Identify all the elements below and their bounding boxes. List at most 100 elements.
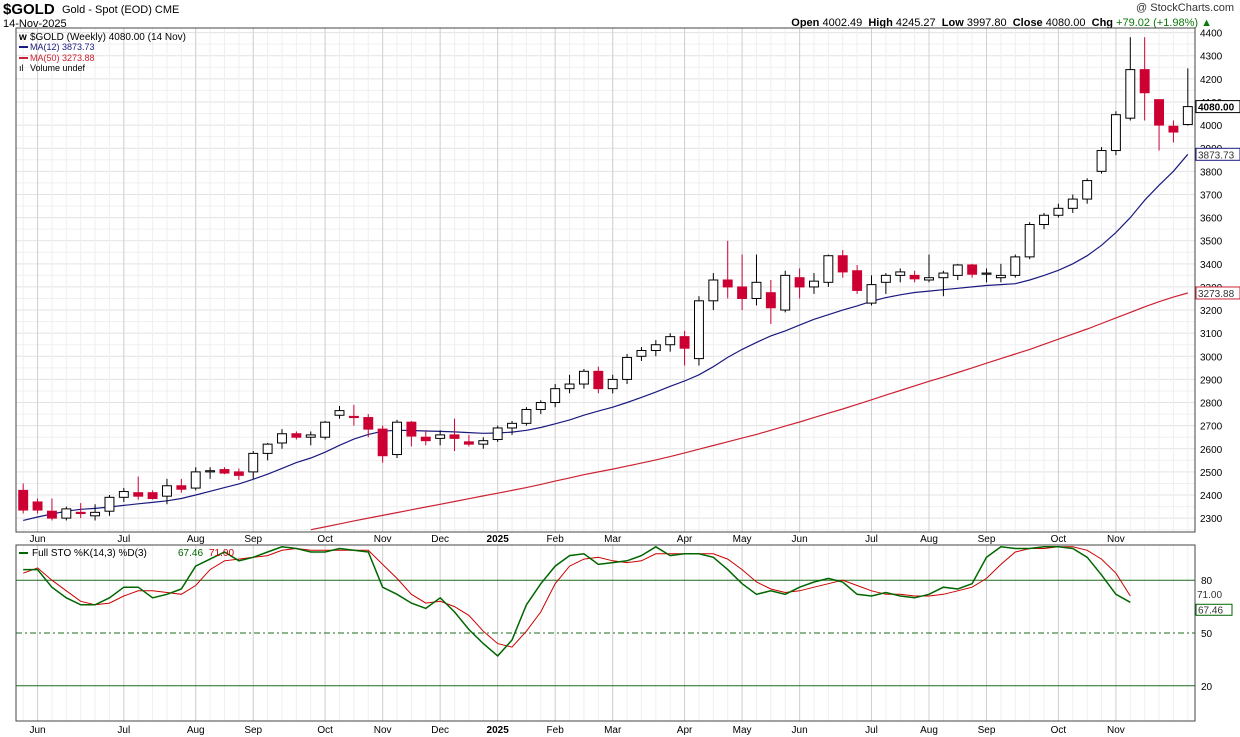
candle-body — [190, 471, 201, 489]
high-value: 4245.27 — [895, 17, 936, 29]
candle-body — [291, 433, 302, 438]
candle-body — [133, 492, 144, 497]
candle-body — [392, 421, 402, 456]
candle — [334, 406, 345, 419]
x-tick-label: Jul — [865, 534, 878, 545]
candle — [938, 270, 949, 297]
candle — [823, 254, 834, 287]
candle-body — [535, 402, 546, 410]
candle — [406, 421, 417, 447]
candle-body — [1024, 224, 1035, 258]
candle — [1139, 37, 1150, 121]
candle — [952, 263, 963, 280]
candle-body — [1082, 180, 1093, 200]
candle-body — [277, 433, 287, 444]
candle — [1053, 203, 1064, 218]
candle — [104, 495, 115, 516]
candle — [463, 434, 474, 447]
candle-body — [449, 434, 460, 439]
candle-body — [1039, 214, 1049, 226]
candle — [650, 340, 661, 357]
candle — [118, 488, 129, 502]
candle-body — [1110, 114, 1121, 152]
candle — [262, 442, 273, 461]
candle-body — [895, 271, 906, 276]
sto-d-line — [23, 546, 1131, 648]
candle-body — [938, 272, 949, 279]
candle-body — [406, 421, 417, 437]
price-tick-label: 3100 — [1200, 329, 1223, 340]
candle-body — [708, 279, 719, 302]
candle-body — [348, 415, 359, 419]
x-tick-label: Feb — [547, 534, 565, 545]
candle-body — [823, 255, 834, 283]
candle — [248, 451, 259, 479]
candle-body — [952, 264, 963, 276]
candle-body — [665, 336, 676, 346]
candle-body — [852, 270, 863, 291]
candle — [636, 347, 647, 361]
candle-body — [967, 264, 978, 275]
x-tick-label: Oct — [1051, 725, 1067, 736]
x-tick-label: Dec — [431, 534, 449, 545]
candle-body — [492, 427, 503, 441]
low-label: Low — [941, 17, 964, 29]
sto-k-tag: 67.46 — [1198, 605, 1223, 616]
x-tick-label: Sep — [244, 534, 262, 545]
legend-ma12: MA(12) 3873.73 — [30, 42, 95, 52]
symbol-description: Gold - Spot (EOD) CME — [62, 4, 180, 16]
candle — [18, 483, 29, 514]
x-tick-label: May — [733, 725, 752, 736]
candle-body — [650, 344, 661, 352]
sto-legend-k: 67.46 — [178, 548, 203, 559]
candle — [852, 264, 863, 294]
candle-body — [420, 436, 431, 442]
candle — [377, 425, 388, 463]
candle-body — [1139, 69, 1150, 94]
x-tick-label: Aug — [187, 534, 205, 545]
candle — [277, 429, 287, 449]
candle — [305, 431, 316, 446]
x-tick-label: Jun — [792, 725, 808, 736]
x-tick-label: Sep — [978, 725, 996, 736]
candle — [679, 330, 690, 366]
candle-body — [205, 470, 216, 473]
legend-volume: Volume undef — [30, 63, 86, 73]
price-grid — [16, 28, 1195, 532]
x-tick-label: Mar — [604, 534, 622, 545]
candle-body — [463, 441, 474, 445]
candle-body — [75, 511, 86, 515]
candle-body — [32, 501, 43, 511]
candle-body — [1182, 106, 1193, 126]
x-tick-label: Apr — [677, 725, 693, 736]
x-tick-label: Sep — [978, 534, 996, 545]
price-tick-label: 2500 — [1200, 468, 1223, 479]
candle — [809, 273, 819, 294]
sto-panel-border — [15, 544, 1196, 722]
price-panel-border — [15, 27, 1196, 533]
candle-body — [809, 280, 819, 288]
sto-lines — [23, 545, 1131, 657]
candle — [924, 254, 934, 283]
candle-body — [679, 336, 690, 349]
candle-body — [694, 300, 704, 360]
x-tick-label: May — [733, 534, 752, 545]
candle — [622, 353, 633, 385]
candle-body — [46, 510, 57, 519]
legend-price: $GOLD (Weekly) 4080.00 (14 Nov) — [30, 32, 186, 43]
x-tick-label: Nov — [1107, 725, 1125, 736]
candle-body — [564, 383, 575, 390]
sto-legend-d: 71.00 — [209, 548, 234, 559]
last-price-tag: 4080.00 — [1198, 103, 1235, 114]
price-tick-label: 2400 — [1200, 491, 1223, 502]
candle-body — [1096, 150, 1107, 172]
candle — [967, 263, 978, 278]
sto-d-tag: 71.00 — [1197, 590, 1222, 601]
candle — [176, 478, 187, 493]
candle — [1010, 254, 1021, 278]
candle-body — [233, 471, 244, 476]
sto-k-tag-box — [1195, 603, 1233, 616]
candle — [607, 374, 618, 394]
price-tick-label: 4000 — [1200, 121, 1223, 132]
candle-body — [176, 485, 187, 490]
